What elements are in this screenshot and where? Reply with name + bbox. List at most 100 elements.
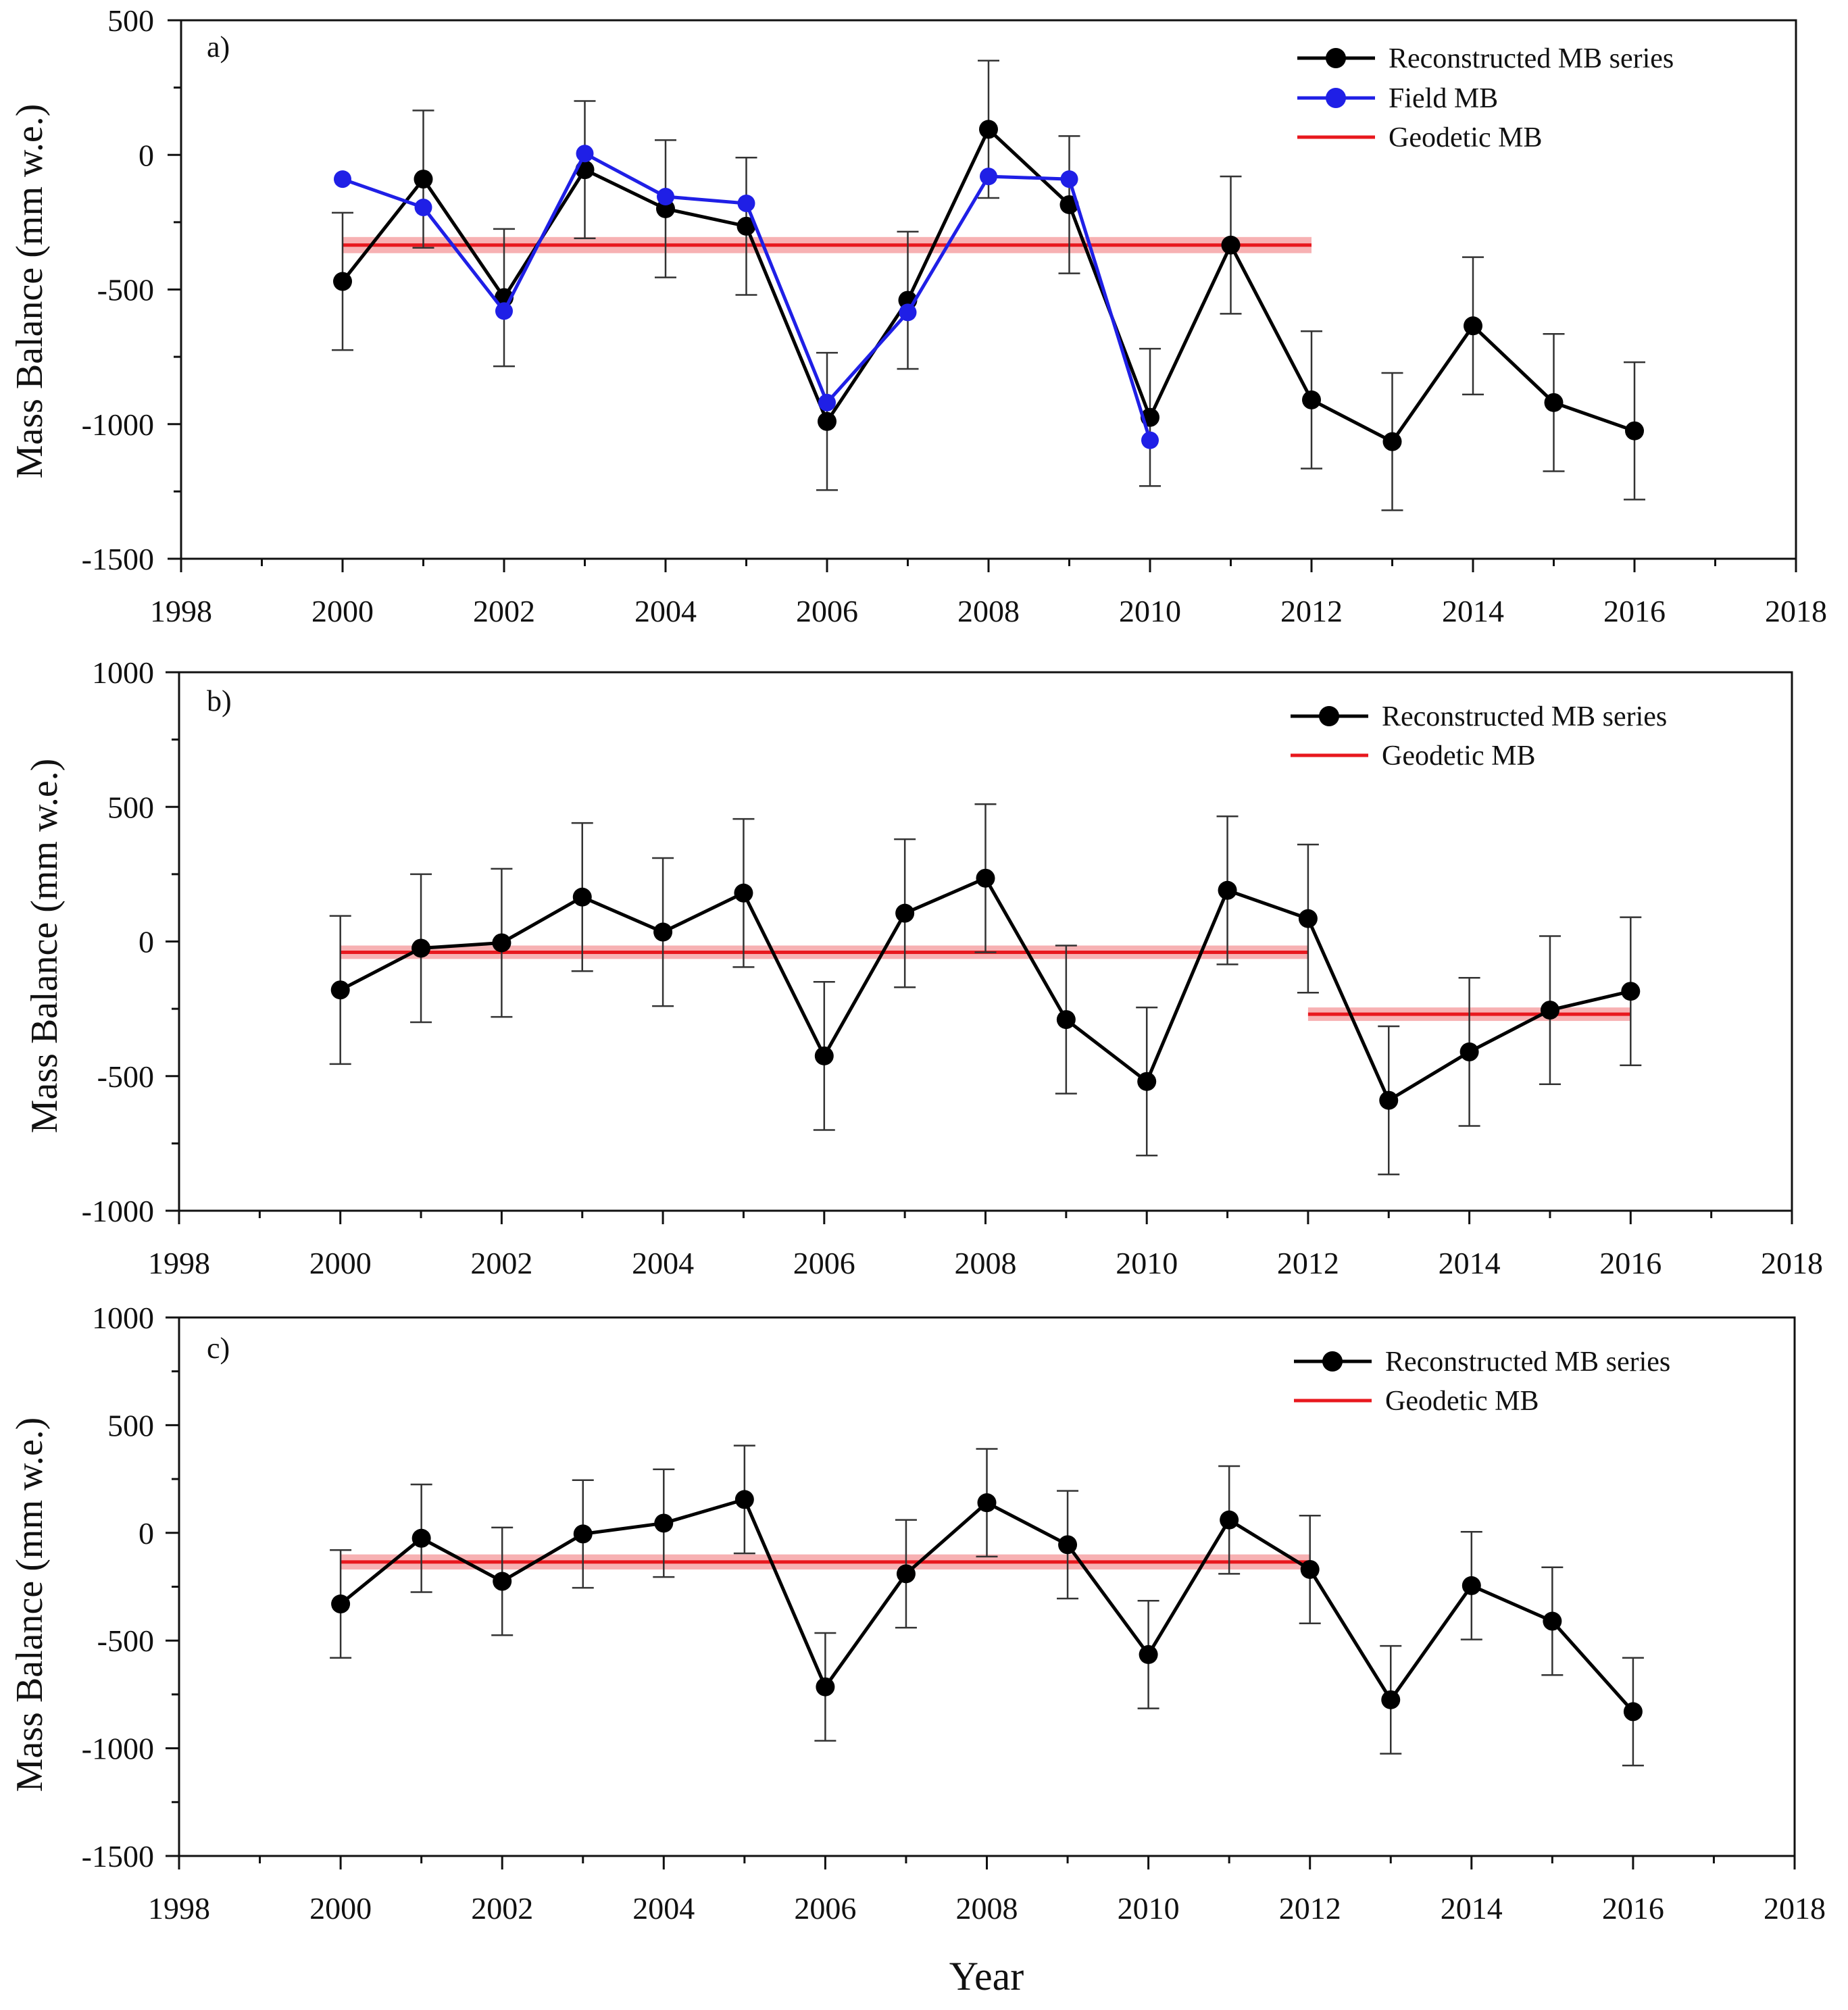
panel-c-x-tick-label: 1998 — [148, 1891, 210, 1926]
legend-a-reconstructed-label: Reconstructed MB series — [1389, 43, 1674, 74]
panel-b-reconstructed-point — [1137, 1072, 1157, 1091]
panel-b-reconstructed-point — [1056, 1010, 1076, 1030]
panel-c-reconstructed-point — [1220, 1510, 1239, 1530]
legend-a-reconstructed-marker — [1326, 48, 1346, 68]
legend-b-reconstructed-marker — [1319, 706, 1339, 726]
panel-c-x-tick-label: 2010 — [1118, 1891, 1180, 1926]
panel-a-x-tick-label: 2014 — [1442, 594, 1504, 628]
panel-b-y-tick-label: 0 — [139, 925, 154, 959]
panel-a-field-point — [1060, 170, 1078, 189]
legend-b-geodetic-label: Geodetic MB — [1382, 740, 1535, 772]
panel-a-field-point — [737, 194, 755, 212]
panel-b-y-tick-label: -500 — [97, 1059, 154, 1094]
panel-c-reconstructed-point — [1300, 1559, 1320, 1579]
panel-a-field-point — [576, 145, 594, 163]
panel-c-x-tick-label: 2016 — [1602, 1891, 1664, 1926]
panel-c-reconstructed-point — [1543, 1611, 1562, 1631]
panel-a-legend: Reconstructed MB series Field MB Geodeti… — [1297, 43, 1674, 153]
panel-b-x-tick-label: 2004 — [632, 1246, 694, 1280]
panel-c-reconstructed-point — [411, 1528, 431, 1548]
panel-a-plot-group: 1998 2000 2002 2004 2006 2008 2010 2012 2014 2016… — [82, 3, 1827, 628]
panel-a-x-tick-label: 2010 — [1119, 594, 1181, 628]
legend-a-field-marker — [1326, 88, 1346, 108]
panel-b-reconstructed-point — [653, 922, 673, 942]
panel-b-plot-group: 1998 2000 2002 2004 2006 2008 2010 2012 2014 2016… — [82, 655, 1823, 1280]
panel-a-ylabel: Mass Balance (mm w.e.) — [9, 104, 51, 479]
panel-b-reconstructed-point — [814, 1046, 834, 1065]
panel-b-reconstructed-point — [1540, 1001, 1559, 1020]
panel-a-reconstructed-point — [1221, 235, 1241, 255]
legend-a-field-label: Field MB — [1389, 83, 1498, 114]
panel-c-reconstructed-point — [1139, 1644, 1158, 1664]
panel-b-reconstructed-point — [492, 933, 511, 953]
panel-a-reconstructed-point — [979, 120, 998, 139]
panel-b-reconstructed-point — [1621, 982, 1641, 1001]
panel-a-x-tick-label: 2016 — [1603, 594, 1666, 628]
panel-c-reconstructed-point — [1462, 1576, 1481, 1595]
panel-c-reconstructed-point — [331, 1594, 351, 1614]
panel-a-field-point — [334, 170, 351, 189]
legend-b-reconstructed-label: Reconstructed MB series — [1382, 701, 1667, 732]
panel-c-y-tick-label: 1000 — [92, 1301, 154, 1335]
panel-c-reconstructed-point — [896, 1564, 916, 1584]
panel-c-y-tick-label: -1500 — [82, 1839, 154, 1874]
panel-c-legend: Reconstructed MB series Geodetic MB — [1294, 1347, 1670, 1417]
panel-b-y-tick-label: 1000 — [92, 655, 154, 690]
panel-a-label: a) — [207, 30, 230, 64]
panel-c-x-tick-label: 2008 — [956, 1891, 1018, 1926]
panel-a-x-tick-label: 2018 — [1765, 594, 1827, 628]
panel-a-field-point — [980, 168, 997, 186]
panel-c-reconstructed-point — [1381, 1690, 1401, 1709]
panel-b-reconstructed-point — [1218, 880, 1237, 900]
panel-a-reconstructed-point — [1544, 393, 1564, 412]
panel-a-reconstructed-point — [333, 272, 352, 291]
panel-b-ylabel: Mass Balance (mm w.e.) — [24, 759, 66, 1134]
panel-b-reconstructed-point — [1459, 1042, 1479, 1061]
panel-c-reconstructed-point — [816, 1677, 835, 1697]
panel-c-plot-group: 1998 2000 2002 2004 2006 2008 2010 2012 2014 2016… — [82, 1301, 1826, 1926]
panel-b-x-tick-label: 2006 — [793, 1246, 855, 1280]
panel-a-reconstructed-point — [818, 411, 836, 431]
panel-a-y-tick-label: 500 — [107, 3, 154, 38]
panel-a-x-tick-label: 1998 — [150, 594, 212, 628]
panel-a-reconstructed-point — [1464, 316, 1482, 336]
panel-c-reconstructed-point — [573, 1524, 593, 1544]
panel-a-y-tick-label: -500 — [97, 273, 154, 307]
panel-c-reconstructed-point — [654, 1513, 674, 1533]
panel-c-x-tick-label: 2004 — [632, 1891, 695, 1926]
panel-a-x-tick-label: 2000 — [311, 594, 374, 628]
panel-a-y-tick-label: -1500 — [82, 542, 154, 576]
panel-b-reconstructed-point — [1379, 1090, 1399, 1110]
panel-c-label: c) — [207, 1332, 230, 1365]
panel-c-x-tick-label: 2002 — [471, 1891, 533, 1926]
panel-b-x-tick-label: 2000 — [309, 1246, 372, 1280]
panel-b-x-tick-label: 2018 — [1761, 1246, 1823, 1280]
panel-b-x-tick-label: 2008 — [955, 1246, 1017, 1280]
panel-a-y-tick-label: 0 — [139, 138, 154, 172]
panel-c: 1998 2000 2002 2004 2006 2008 2010 2012 2014 2016… — [9, 1301, 1826, 1926]
panel-c-reconstructed-point — [1058, 1535, 1078, 1555]
panel-b-reconstructed-point — [734, 883, 753, 903]
panel-c-reconstructed-point — [1623, 1702, 1643, 1722]
panel-a-field-point — [1141, 431, 1159, 449]
x-axis-title: Year — [949, 1954, 1024, 1999]
legend-c-reconstructed-marker — [1322, 1351, 1343, 1372]
panel-a-x-tick-label: 2008 — [957, 594, 1020, 628]
panel-c-ylabel: Mass Balance (mm w.e.) — [9, 1417, 51, 1792]
panel-a-field-point — [657, 188, 674, 206]
panel-a: 1998 2000 2002 2004 2006 2008 2010 2012 2014 2016… — [9, 3, 1827, 628]
panel-c-x-tick-label: 2012 — [1279, 1891, 1341, 1926]
panel-c-x-tick-label: 2000 — [309, 1891, 372, 1926]
legend-c-reconstructed-label: Reconstructed MB series — [1385, 1347, 1670, 1378]
panel-b-x-tick-label: 2010 — [1116, 1246, 1178, 1280]
panel-b-legend: Reconstructed MB series Geodetic MB — [1291, 701, 1667, 772]
panel-c-y-tick-label: 500 — [107, 1408, 154, 1442]
panel-c-x-tick-label: 2018 — [1764, 1891, 1826, 1926]
panel-b-x-tick-label: 2016 — [1599, 1246, 1662, 1280]
panel-b-reconstructed-point — [1298, 909, 1318, 928]
panel-c-reconstructed-point — [977, 1493, 997, 1513]
legend-a-geodetic-label: Geodetic MB — [1389, 122, 1542, 153]
panel-b-x-tick-label: 2014 — [1439, 1246, 1501, 1280]
panel-a-reconstructed-point — [1625, 421, 1644, 441]
